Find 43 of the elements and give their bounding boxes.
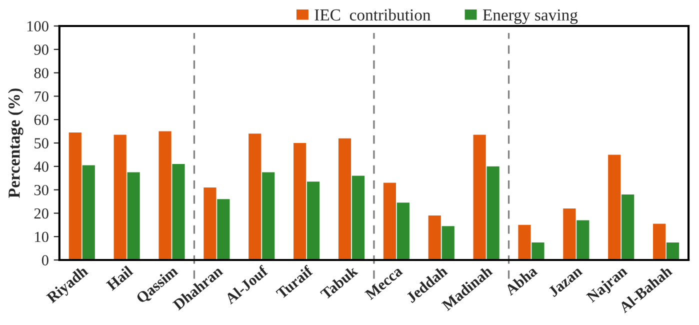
y-tick-label: 10 <box>35 232 48 242</box>
legend-label: IEC contribution <box>314 8 431 21</box>
y-tick-label: 20 <box>34 208 48 219</box>
bar <box>532 242 544 260</box>
bar <box>486 166 500 260</box>
bar <box>576 220 590 260</box>
bar <box>68 132 82 260</box>
y-tick-label: 60 <box>34 114 48 126</box>
bar <box>352 176 365 260</box>
bar <box>172 164 185 260</box>
bar <box>653 224 666 260</box>
bar <box>666 242 680 260</box>
bar <box>442 226 454 260</box>
y-tick-label: 90 <box>34 44 48 55</box>
y-axis-title: Percentage (%) <box>8 88 24 198</box>
bar <box>158 131 172 260</box>
bar <box>307 182 320 260</box>
bar <box>217 199 230 260</box>
bar <box>383 182 396 260</box>
legend-label: Energy saving <box>482 9 578 24</box>
y-tick-label: 50 <box>34 138 48 148</box>
y-tick-label: 30 <box>34 184 48 196</box>
bar <box>518 224 531 260</box>
y-tick-label: 100 <box>27 21 48 32</box>
y-tick-label: 80 <box>34 68 48 78</box>
bar <box>396 202 410 260</box>
x-tick-label: Hail <box>106 265 134 291</box>
bar <box>204 187 216 260</box>
bar <box>262 172 275 260</box>
y-tick-label: 70 <box>34 91 48 102</box>
bar <box>563 208 576 260</box>
y-tick-label: 0 <box>42 255 48 266</box>
bar <box>114 134 126 260</box>
bar <box>82 165 95 260</box>
bar <box>473 134 486 260</box>
bar <box>622 194 634 260</box>
bar <box>338 138 352 260</box>
bar <box>608 154 621 260</box>
bar <box>294 143 306 260</box>
bar <box>428 216 441 260</box>
y-tick-label: 40 <box>34 162 48 172</box>
bar <box>127 172 140 260</box>
bar <box>248 134 262 260</box>
